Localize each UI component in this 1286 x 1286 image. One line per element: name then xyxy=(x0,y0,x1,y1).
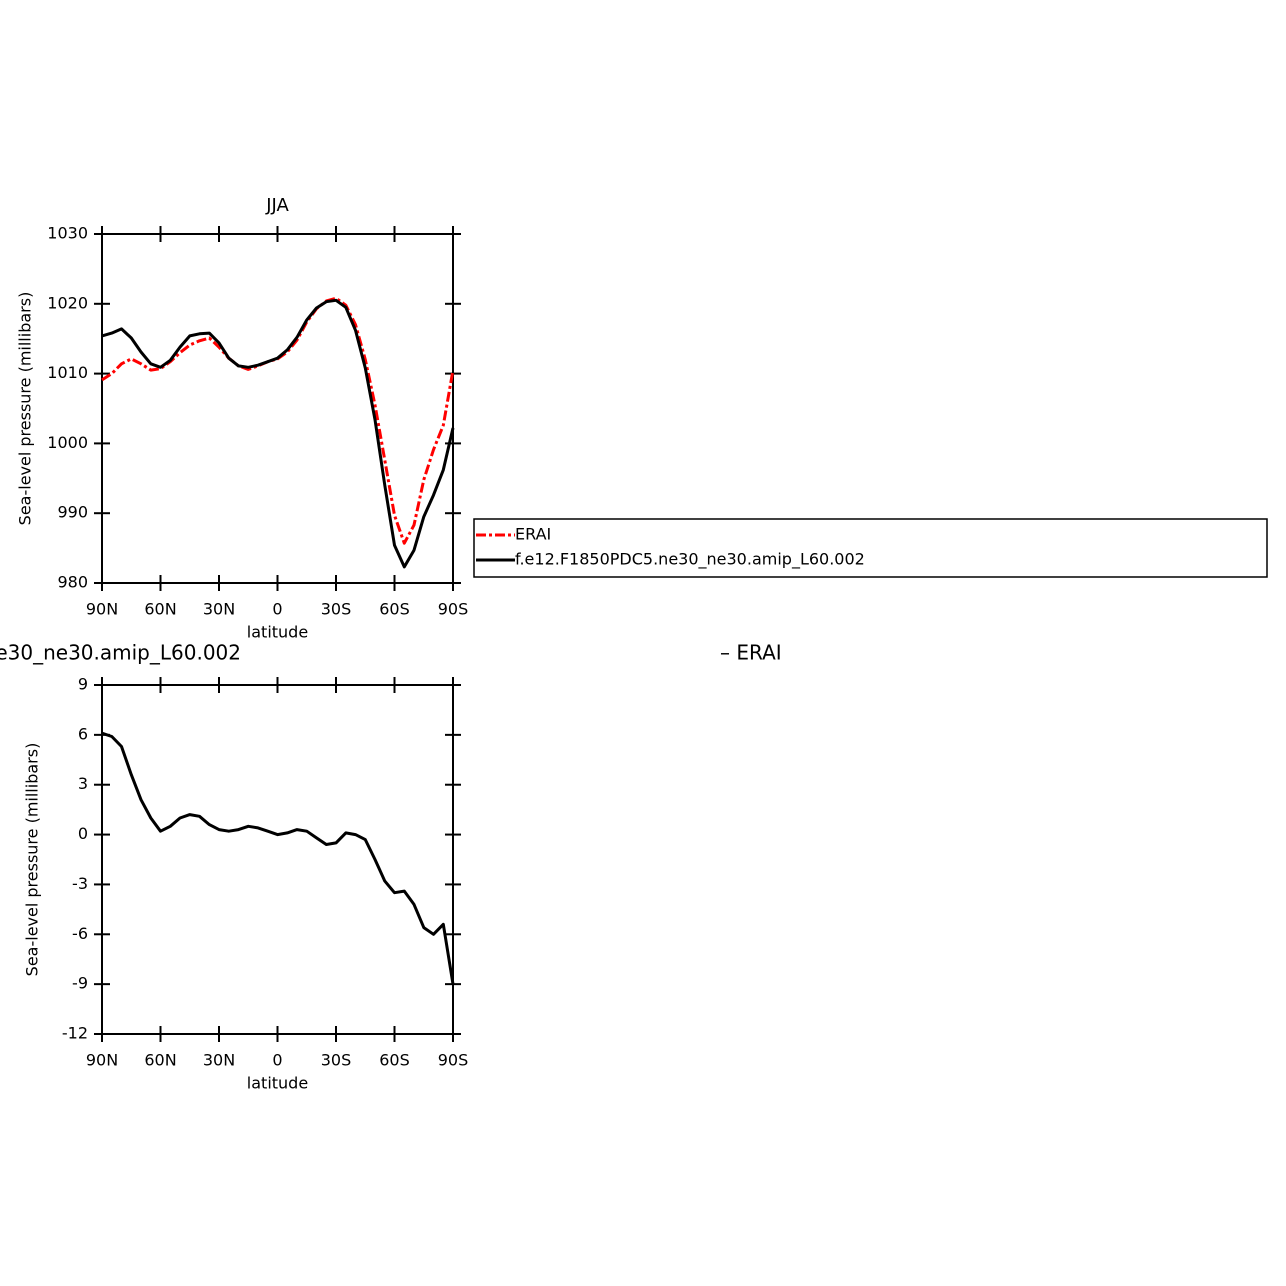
y-tick-label: 1020 xyxy=(47,293,88,312)
x-tick-label: 30N xyxy=(203,1051,235,1070)
y-tick-label: 3 xyxy=(78,774,88,793)
y-tick-label: -6 xyxy=(72,924,88,943)
y-tick-label: 1010 xyxy=(47,363,88,382)
series-line xyxy=(101,298,455,569)
series-line xyxy=(101,296,455,545)
x-axis-label: latitude xyxy=(247,1074,308,1093)
x-tick-label: 90S xyxy=(438,1051,469,1070)
x-tick-label: 30N xyxy=(203,600,235,619)
y-tick-label: 990 xyxy=(57,503,88,522)
x-tick-label: 30S xyxy=(321,1051,352,1070)
plot-frame xyxy=(101,684,454,1035)
x-tick-label: 0 xyxy=(272,600,282,619)
x-tick-label: 90S xyxy=(438,600,469,619)
legend-box xyxy=(473,518,1268,578)
legend-label: ERAI xyxy=(515,525,551,544)
chart-title-right: – ERAI xyxy=(720,641,782,665)
y-tick-label: 6 xyxy=(78,724,88,743)
x-tick-label: 30S xyxy=(321,600,352,619)
series-line xyxy=(101,731,455,985)
y-tick-label: 1030 xyxy=(47,224,88,243)
chart-title-left: f.e12.F1850PDC5.ne30_ne30.amip_L60.002 xyxy=(0,641,241,665)
y-tick-label: 980 xyxy=(57,573,88,592)
x-tick-label: 90N xyxy=(86,600,118,619)
y-tick-label: 9 xyxy=(78,675,88,694)
x-tick-label: 60N xyxy=(144,600,176,619)
y-tick-label: 0 xyxy=(78,824,88,843)
y-tick-label: -3 xyxy=(72,874,88,893)
y-tick-label: 1000 xyxy=(47,433,88,452)
x-tick-label: 60S xyxy=(379,600,410,619)
x-tick-label: 0 xyxy=(272,1051,282,1070)
x-tick-label: 90N xyxy=(86,1051,118,1070)
legend-label: f.e12.F1850PDC5.ne30_ne30.amip_L60.002 xyxy=(515,550,865,570)
x-tick-label: 60S xyxy=(379,1051,410,1070)
x-axis-label: latitude xyxy=(247,623,308,642)
y-tick-label: -9 xyxy=(72,974,88,993)
plot-frame xyxy=(101,233,454,584)
y-axis-label: Sea-level pressure (millibars) xyxy=(16,292,35,526)
chart-title: JJA xyxy=(265,195,289,216)
y-tick-label: -12 xyxy=(62,1024,88,1043)
x-tick-label: 60N xyxy=(144,1051,176,1070)
y-axis-label: Sea-level pressure (millibars) xyxy=(23,743,42,977)
